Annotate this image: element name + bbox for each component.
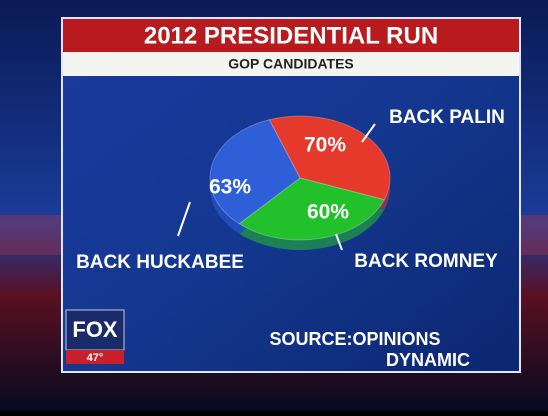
slice: [209, 119, 301, 225]
value-label: 60%: [307, 201, 349, 224]
temperature-box: [66, 350, 124, 364]
logo-box: [65, 309, 125, 351]
logo: FOX: [72, 317, 118, 342]
value-label: 63%: [209, 176, 251, 199]
temperature: 47°: [87, 352, 104, 364]
slice: [268, 115, 391, 201]
pie: [209, 115, 391, 250]
subtitle-bar: [63, 52, 519, 76]
slice: [238, 177, 386, 241]
source-line: DYNAMIC: [386, 350, 470, 370]
value-label: 70%: [304, 134, 346, 157]
category-label: BACK PALIN: [389, 107, 505, 128]
source-line: SOURCE:OPINIONS: [269, 329, 440, 349]
category-label: BACK HUCKABEE: [76, 252, 244, 273]
chart-title: 2012 PRESIDENTIAL RUN: [144, 22, 438, 49]
chart-subtitle: GOP CANDIDATES: [228, 56, 354, 72]
title-bar: [63, 19, 519, 52]
category-label: BACK ROMNEY: [354, 251, 498, 272]
leader-line: [361, 123, 376, 143]
leader-line: [335, 233, 343, 251]
leader-line: [177, 201, 191, 237]
